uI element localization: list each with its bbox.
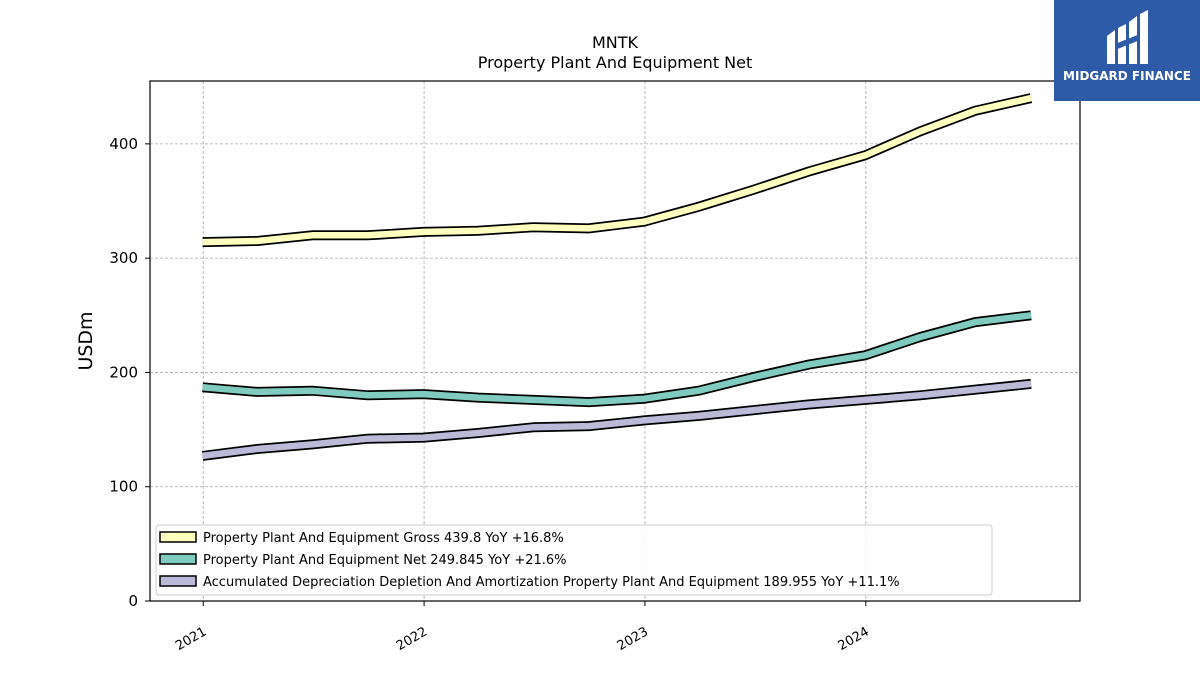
legend-swatch-3 (159, 575, 197, 587)
series-stroke (202, 312, 1032, 406)
y-tick-label: 200 (109, 363, 138, 381)
x-tick-label: 2024 (836, 624, 872, 654)
series-outline (202, 93, 1033, 248)
legend-entry-2: Property Plant And Equipment Net 249.845… (203, 553, 567, 568)
chart-subtitle: Property Plant And Equipment Net (478, 53, 753, 72)
legend: Property Plant And Equipment Gross 439.8… (155, 524, 993, 596)
x-tick-label: 2022 (394, 624, 430, 654)
plot-frame (149, 80, 1081, 602)
brand-name: MIDGARD FINANCE (1063, 69, 1191, 83)
y-tick-label: 100 (109, 478, 138, 496)
y-tick-label: 300 (109, 249, 138, 267)
legend-swatch-1 (159, 531, 197, 543)
series-layer (201, 93, 1033, 461)
brand-mark-icon (1107, 10, 1148, 64)
series-line-1 (202, 93, 1033, 248)
series-stroke (202, 380, 1032, 460)
series-stroke (202, 94, 1032, 246)
grid (150, 81, 1080, 601)
y-axis: 0 100 200 300 400 (109, 135, 150, 610)
y-axis-label: USDm (75, 311, 97, 370)
y-tick-label: 400 (109, 135, 138, 153)
series-line-2 (202, 310, 1032, 408)
brand-logo: MIDGARD FINANCE (1054, 0, 1200, 101)
series-line-3 (201, 378, 1032, 461)
x-tick-label: 2021 (173, 624, 209, 654)
legend-entry-3: Accumulated Depreciation Depletion And A… (203, 575, 900, 590)
legend-box (155, 524, 993, 596)
legend-entry-1: Property Plant And Equipment Gross 439.8… (203, 531, 564, 546)
y-tick-label: 0 (128, 592, 138, 610)
chart-title: MNTK (592, 33, 639, 52)
x-tick-label: 2023 (615, 624, 651, 654)
legend-swatch-2 (159, 553, 197, 565)
x-axis: 2021 2022 2023 2024 (173, 601, 872, 654)
